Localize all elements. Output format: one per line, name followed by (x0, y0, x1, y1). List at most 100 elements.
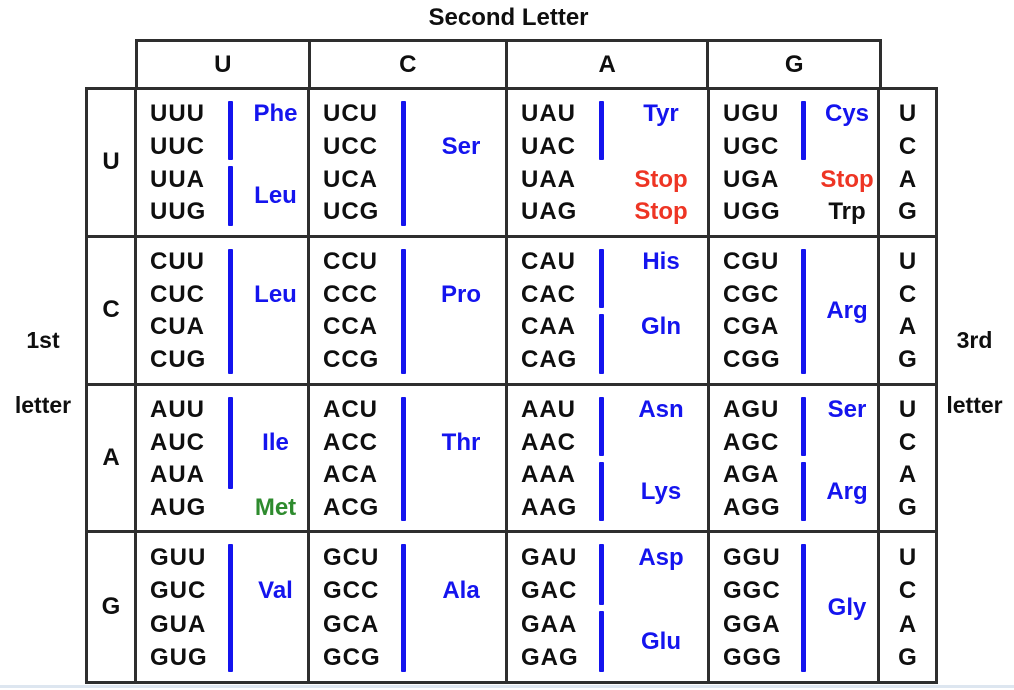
row-header-A: A (88, 385, 137, 534)
codon-GUU: GUU (150, 543, 207, 571)
third-letter-U: U (898, 248, 917, 276)
codon-group-bar (599, 611, 604, 672)
codon-GUC: GUC (150, 577, 207, 605)
codon-group-bar (801, 461, 806, 522)
codon-group-bar (401, 248, 406, 374)
codon-group-bar (228, 248, 233, 374)
codon-GAC: GAC (521, 577, 578, 605)
codon-group-bar (228, 396, 233, 489)
codon-table: U UUU UUC UUA UUG Phe Leu UCU UCC UCA UCG Ser UAU UAC… (85, 87, 938, 684)
codon-CGC: CGC (723, 280, 780, 308)
codon-group-bar (401, 101, 406, 226)
first-letter-label-line2: letter (14, 392, 72, 418)
codon-ACA: ACA (323, 461, 378, 489)
codon-cell: UUU UUC UUA UUG Phe Leu (137, 90, 310, 238)
codon-group-bar (599, 396, 604, 456)
codon-cell: CCU CCC CCA CCG Pro (310, 237, 508, 386)
codon-UGA: UGA (723, 165, 780, 193)
codon-CCC: CCC (323, 280, 378, 308)
row-header-G: G (88, 533, 137, 681)
amino-acid-label-Stop: Stop (820, 165, 874, 193)
codon-cell: UCU UCC UCA UCG Ser (310, 90, 508, 238)
amino-acid-label-Val: Val (258, 577, 293, 605)
third-letter-C: C (898, 133, 917, 161)
codon-group-bar (599, 101, 604, 161)
codon-CCU: CCU (323, 248, 378, 276)
codon-GGA: GGA (723, 610, 781, 638)
codon-CAA: CAA (521, 313, 576, 341)
third-letter-label-line1: 3rd (956, 327, 993, 353)
codon-AAU: AAU (521, 395, 576, 423)
codon-cell: UAU UAC UAA UAG Tyr Stop Stop (508, 90, 710, 238)
amino-acid-label-Stop: Stop (634, 165, 688, 193)
codon-CCG: CCG (323, 346, 380, 374)
codon-CUG: CUG (150, 346, 207, 374)
amino-acid-label-Arg: Arg (826, 297, 868, 325)
codon-AAA: AAA (521, 461, 576, 489)
amino-acid-label-Cys: Cys (824, 100, 870, 128)
codon-cell: AUU AUC AUA AUG Ile Met (137, 385, 310, 534)
codon-GCU: GCU (323, 543, 380, 571)
codon-group-bar (801, 248, 806, 374)
amino-acid-label-Tyr: Tyr (643, 100, 679, 128)
codon-group-bar (599, 544, 604, 606)
third-letter-A: A (898, 165, 917, 193)
codon-CGU: CGU (723, 248, 780, 276)
codon-group-bar (801, 101, 806, 161)
codon-UGC: UGC (723, 133, 780, 161)
codon-CGA: CGA (723, 313, 780, 341)
second-letter-title: Second Letter (428, 4, 589, 31)
row-header-C: C (88, 237, 137, 386)
amino-acid-label-Leu: Leu (254, 182, 297, 210)
codon-AGU: AGU (723, 395, 780, 423)
column-header-G: G (784, 50, 804, 78)
third-letter-A: A (898, 461, 917, 489)
codon-cell: ACU ACC ACA ACG Thr (310, 385, 508, 534)
codon-group-bar (228, 544, 233, 672)
codon-UCA: UCA (323, 165, 378, 193)
codon-UAU: UAU (521, 100, 576, 128)
amino-acid-label-Arg: Arg (826, 477, 868, 505)
third-letter-G: G (898, 346, 917, 374)
codon-CAU: CAU (521, 248, 576, 276)
codon-cell: GAU GAC GAA GAG Asp Glu (508, 533, 710, 681)
amino-acid-label-Phe: Phe (253, 100, 298, 128)
codon-UUA: UUA (150, 165, 205, 193)
codon-CAG: CAG (521, 346, 578, 374)
third-letter-G: G (898, 198, 917, 226)
codon-group-bar (401, 544, 406, 672)
codon-cell: CGU CGC CGA CGG Arg (710, 237, 880, 386)
codon-CUC: CUC (150, 280, 205, 308)
codon-AUC: AUC (150, 428, 205, 456)
column-header-C: C (311, 42, 508, 87)
codon-ACC: ACC (323, 428, 378, 456)
codon-ACU: ACU (323, 395, 378, 423)
codon-UCU: UCU (323, 100, 378, 128)
third-letter-C: C (898, 428, 917, 456)
third-letter-C: C (898, 577, 917, 605)
codon-AGA: AGA (723, 461, 780, 489)
codon-GUA: GUA (150, 610, 207, 638)
codon-CUU: CUU (150, 248, 205, 276)
amino-acid-label-Leu: Leu (254, 280, 297, 308)
codon-GUG: GUG (150, 644, 208, 672)
first-letter-label-line1: 1st (26, 327, 60, 353)
bottom-divider (0, 685, 1014, 688)
codon-UUU: UUU (150, 100, 205, 128)
amino-acid-label-Stop: Stop (634, 198, 688, 226)
codon-CCA: CCA (323, 313, 378, 341)
third-letter-U: U (898, 395, 917, 423)
amino-acid-label-Glu: Glu (641, 627, 681, 655)
third-letter-G: G (898, 493, 917, 521)
codon-UAA: UAA (521, 165, 576, 193)
codon-GCG: GCG (323, 644, 381, 672)
codon-AAC: AAC (521, 428, 576, 456)
codon-cell: UGU UGC UGA UGG Cys Stop Trp (710, 90, 880, 238)
amino-acid-label-Ile: Ile (262, 428, 289, 456)
third-letter-C: C (898, 280, 917, 308)
amino-acid-label-Ser: Ser (827, 395, 867, 423)
